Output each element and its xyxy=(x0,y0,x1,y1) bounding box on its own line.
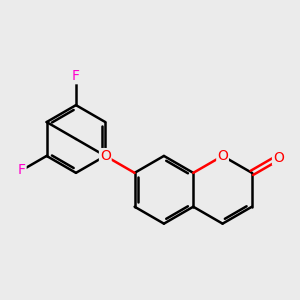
Text: O: O xyxy=(217,149,228,163)
Text: O: O xyxy=(273,151,284,165)
Text: F: F xyxy=(18,163,26,177)
Text: O: O xyxy=(100,149,111,163)
Text: F: F xyxy=(72,69,80,83)
